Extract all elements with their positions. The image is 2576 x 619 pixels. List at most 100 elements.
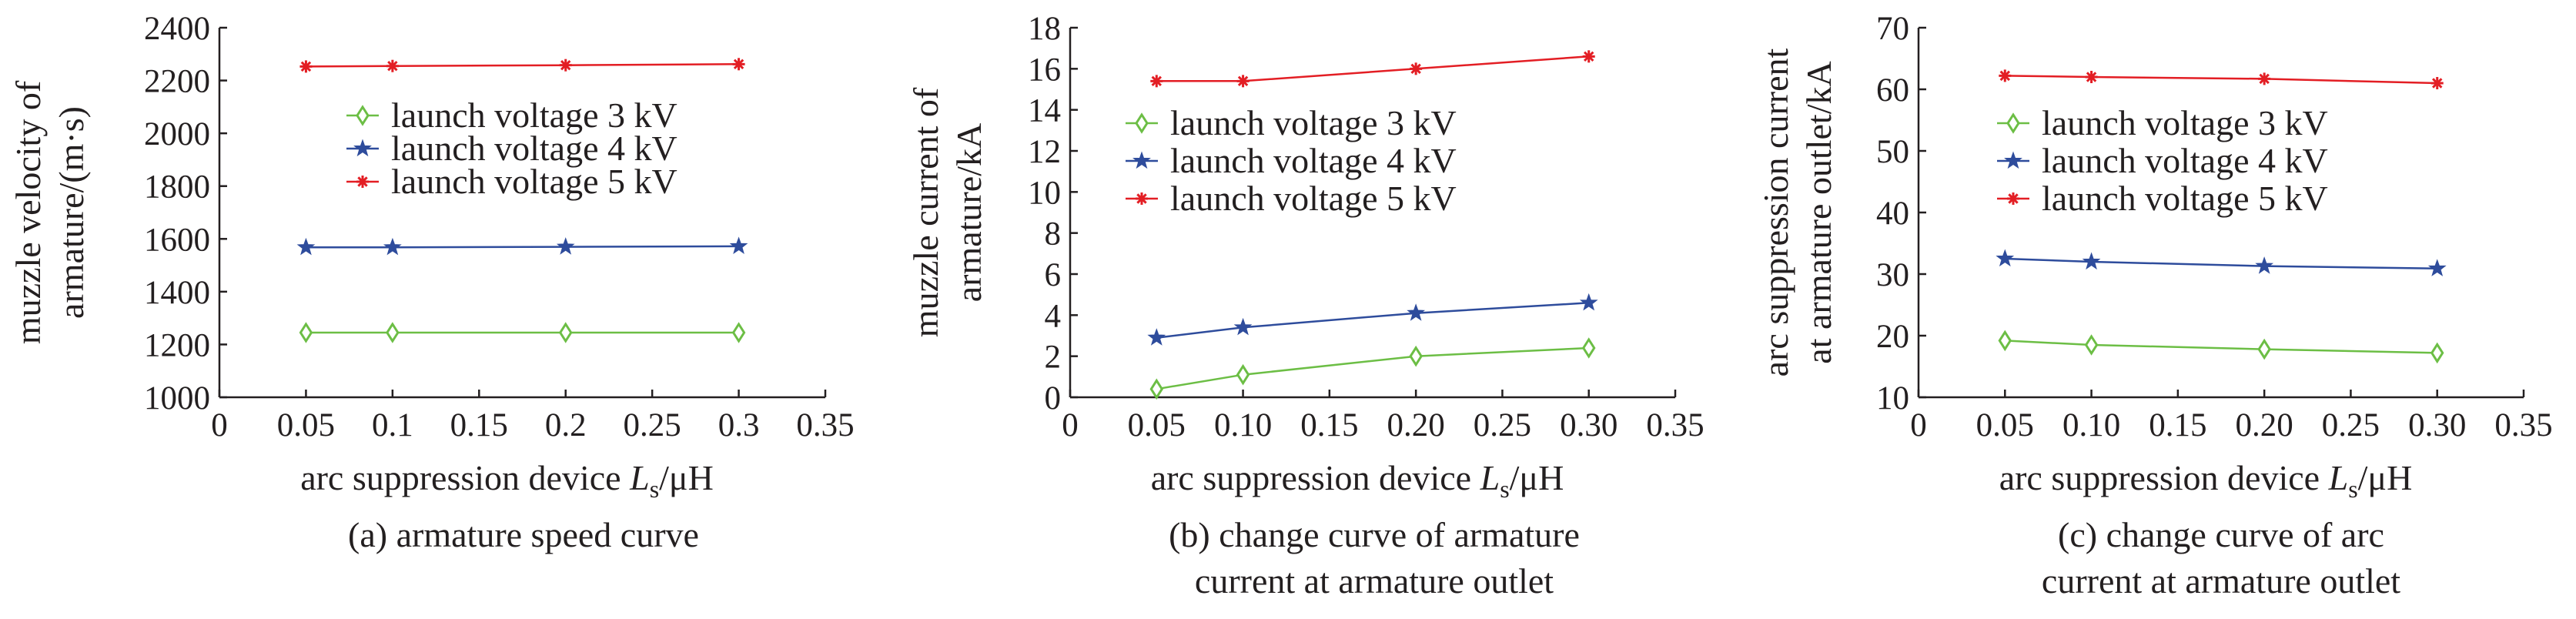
legend-entry: launch voltage 5 kV xyxy=(1126,179,1457,218)
y-tick-label: 20 xyxy=(1876,319,1909,355)
legend-label: launch voltage 5 kV xyxy=(2042,179,2328,218)
x-tick-label: 0.25 xyxy=(1474,407,1531,443)
x-tick-label: 0.35 xyxy=(796,407,854,443)
x-tick-label: 0.35 xyxy=(2494,407,2552,443)
legend-marker xyxy=(356,105,370,126)
y-axis-label: muzzle velocity of xyxy=(8,80,48,344)
data-point xyxy=(1998,330,2012,352)
y-tick-label: 16 xyxy=(1028,52,1061,88)
x-axis-label: arc suppression device Ls/μH xyxy=(1999,458,2413,503)
data-point xyxy=(1236,75,1250,88)
data-point xyxy=(2085,71,2098,83)
data-point xyxy=(1233,317,1253,336)
series-2 xyxy=(1996,249,2447,276)
y-tick-label: 1800 xyxy=(144,169,210,206)
data-point xyxy=(386,322,400,343)
legend-label: launch voltage 5 kV xyxy=(391,162,677,201)
series-line xyxy=(2005,75,2437,85)
chart-caption: (a) armature speed curve xyxy=(348,515,699,554)
chart-1: 0 0.05 0.1 0.15 0.2 0.25 0.3 0.35 1000 1200 1400 16… xyxy=(8,11,855,554)
y-tick-label: 18 xyxy=(1028,11,1061,47)
chart-caption: current at armature outlet xyxy=(1195,561,1554,601)
y-tick-label: 4 xyxy=(1045,298,1062,334)
chart-caption: (c) change curve of arc xyxy=(2058,515,2384,554)
data-point xyxy=(2430,342,2444,364)
y-tick-label: 40 xyxy=(1876,196,1909,232)
data-point xyxy=(731,322,746,343)
legend-entry: launch voltage 4 kV xyxy=(346,129,677,168)
legend-entry: launch voltage 4 kV xyxy=(1997,141,2328,180)
x-axis-label: arc suppression device Ls/μH xyxy=(300,458,714,503)
y-tick-label: 50 xyxy=(1876,134,1909,170)
y-tick-label: 12 xyxy=(1028,134,1061,170)
y-tick-label: 1600 xyxy=(144,222,210,258)
data-point xyxy=(2084,334,2099,356)
series-1 xyxy=(1149,337,1596,400)
data-point xyxy=(383,237,402,256)
data-point xyxy=(558,322,573,343)
x-tick-label: 0.05 xyxy=(277,407,335,443)
data-point xyxy=(729,236,748,254)
series-2 xyxy=(1147,293,1598,346)
data-point xyxy=(1147,328,1166,346)
x-tick-label: 0 xyxy=(1062,407,1079,443)
x-tick-label: 0 xyxy=(211,407,228,443)
legend-entry: launch voltage 3 kV xyxy=(1997,103,2328,142)
y-tick-label: 60 xyxy=(1876,72,1909,109)
series-1 xyxy=(299,322,746,343)
x-tick-label: 0.05 xyxy=(1128,407,1186,443)
y-tick-label: 6 xyxy=(1045,257,1062,293)
data-point xyxy=(1409,345,1423,367)
legend-marker xyxy=(2006,112,2020,134)
data-point xyxy=(1236,363,1250,386)
data-point xyxy=(1579,293,1598,311)
series-3 xyxy=(1999,69,2444,89)
y-tick-label: 2200 xyxy=(144,64,210,100)
data-point xyxy=(386,59,399,72)
series-line xyxy=(1156,55,1589,82)
data-point xyxy=(1407,303,1425,321)
x-axis-label: arc suppression device Ls/μH xyxy=(1151,458,1564,503)
data-point xyxy=(2255,256,2274,274)
x-tick-label: 0.2 xyxy=(545,407,587,443)
legend-label: launch voltage 3 kV xyxy=(1170,103,1457,142)
y-tick-label: 1000 xyxy=(144,380,210,417)
data-point xyxy=(2258,72,2271,85)
data-point xyxy=(1999,69,2012,82)
y-axis-label: armature/kA xyxy=(949,123,989,302)
series-3 xyxy=(1150,50,1595,88)
data-point xyxy=(1996,249,2015,267)
data-point xyxy=(1581,337,1596,359)
data-point xyxy=(1410,62,1423,75)
y-tick-label: 8 xyxy=(1045,216,1062,253)
legend-marker xyxy=(356,176,369,188)
y-axis-label: at armature outlet/kA xyxy=(1799,61,1838,363)
x-tick-label: 0.1 xyxy=(372,407,413,443)
x-tick-label: 0.10 xyxy=(1214,407,1272,443)
y-tick-label: 10 xyxy=(1876,380,1909,417)
x-tick-label: 0.25 xyxy=(624,407,681,443)
x-tick-label: 0.35 xyxy=(1646,407,1704,443)
series-1 xyxy=(1998,330,2444,364)
series-line xyxy=(306,63,739,68)
legend-label: launch voltage 4 kV xyxy=(391,129,677,168)
y-tick-label: 2 xyxy=(1045,340,1062,376)
x-tick-label: 0.20 xyxy=(2236,407,2293,443)
legend-entry: launch voltage 5 kV xyxy=(1997,179,2328,218)
data-point xyxy=(1149,378,1164,400)
y-tick-label: 0 xyxy=(1045,380,1062,417)
data-point xyxy=(299,322,313,343)
legend-label: launch voltage 4 kV xyxy=(1170,141,1457,180)
x-tick-label: 0.15 xyxy=(450,407,508,443)
chart-3: 0 0.05 0.10 0.15 0.20 0.25 0.30 0.35 10 20 30 40 50 6… xyxy=(1756,11,2553,601)
data-point xyxy=(2257,338,2271,360)
x-tick-label: 0.10 xyxy=(2062,407,2120,443)
x-tick-label: 0.15 xyxy=(2149,407,2206,443)
chart-caption: current at armature outlet xyxy=(2042,561,2400,601)
x-tick-label: 0.30 xyxy=(1560,407,1618,443)
data-point xyxy=(296,237,316,256)
chart-2: 0 0.05 0.10 0.15 0.20 0.25 0.30 0.3502468101214… xyxy=(906,11,1705,601)
y-tick-label: 2000 xyxy=(144,116,210,152)
